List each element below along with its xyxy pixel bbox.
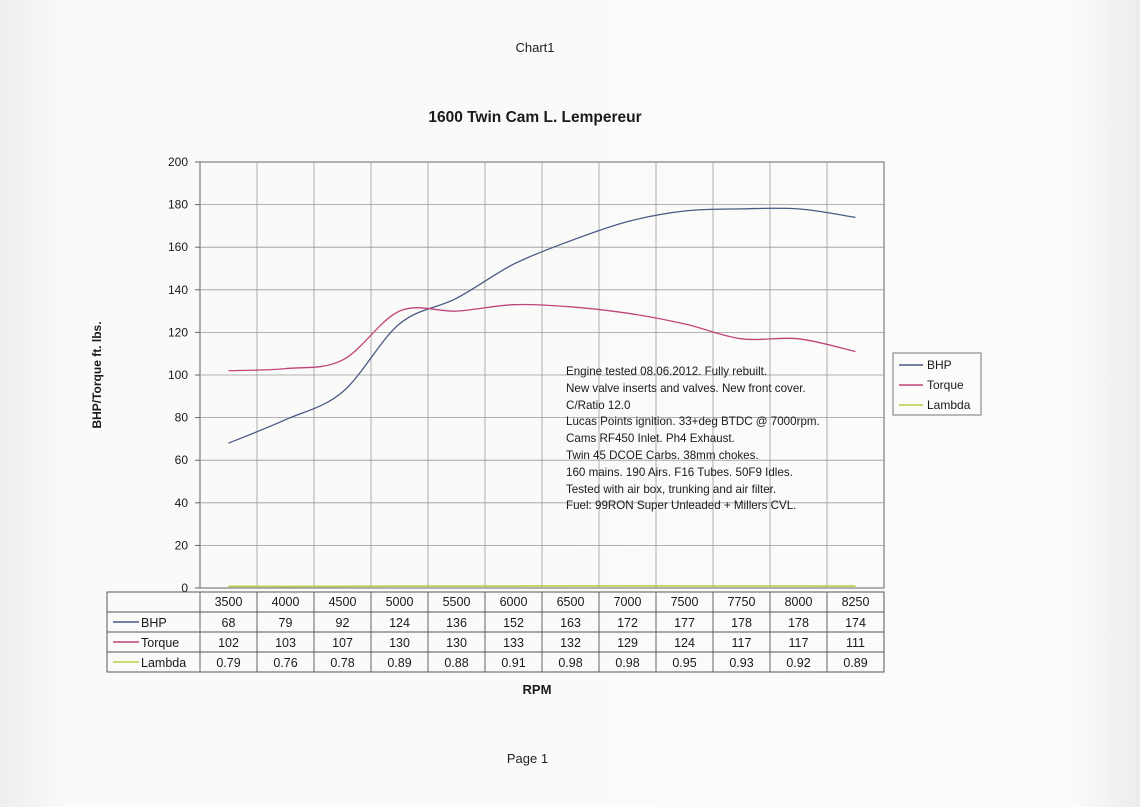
series-line-lambda	[228, 585, 856, 588]
data-table-cell-bhp: 174	[845, 616, 866, 630]
x-tick-label: 7000	[614, 595, 642, 609]
annotation-line: Lucas Points ignition. 33+deg BTDC @ 700…	[566, 415, 820, 429]
data-table-cell-torque: 129	[617, 636, 638, 650]
y-tick-label: 180	[168, 198, 188, 212]
legend-label-bhp: BHP	[927, 358, 952, 372]
data-table-cell-bhp: 172	[617, 616, 638, 630]
data-table-cell-torque: 107	[332, 636, 353, 650]
y-tick-label: 140	[168, 283, 188, 297]
data-table-cell-lambda: 0.89	[387, 656, 411, 670]
data-table-row-label-bhp: BHP	[141, 616, 167, 630]
annotation-line: Cams RF450 Inlet. Ph4 Exhaust.	[566, 432, 735, 446]
data-table-cell-torque: 132	[560, 636, 581, 650]
y-tick-label: 160	[168, 240, 188, 254]
data-table-cell-torque: 124	[674, 636, 695, 650]
x-axis-label: RPM	[523, 682, 552, 697]
y-tick-label: 0	[181, 581, 188, 595]
legend-label-lambda: Lambda	[927, 398, 971, 412]
y-tick-label: 100	[168, 368, 188, 382]
data-table-cell-bhp: 79	[279, 616, 293, 630]
data-table-cell-lambda: 0.92	[786, 656, 810, 670]
series-line-bhp	[228, 207, 856, 444]
data-table-cell-lambda: 0.89	[843, 656, 867, 670]
x-tick-label: 4000	[272, 595, 300, 609]
x-tick-label: 4500	[329, 595, 357, 609]
sheet-title: Chart1	[515, 40, 555, 55]
data-table-cell-torque: 130	[389, 636, 410, 650]
x-tick-label: 6000	[500, 595, 528, 609]
data-table-cell-torque: 102	[218, 636, 239, 650]
data-table-cell-lambda: 0.98	[615, 656, 639, 670]
data-table-cell-torque: 133	[503, 636, 524, 650]
annotation-line: Tested with air box, trunking and air fi…	[566, 482, 777, 496]
y-tick-label: 80	[175, 411, 189, 425]
y-axis-label: BHP/Torque ft. lbs.	[90, 321, 104, 428]
legend-label-torque: Torque	[927, 378, 964, 392]
y-tick-label: 120	[168, 325, 188, 339]
data-table-cell-torque: 103	[275, 636, 296, 650]
chart-annotation: Engine tested 08.06.2012. Fully rebuilt.…	[566, 364, 820, 515]
data-table-cell-torque: 111	[846, 636, 865, 650]
data-table-cell-lambda: 0.95	[672, 656, 696, 670]
annotation-line: Twin 45 DCOE Carbs. 38mm chokes.	[566, 448, 759, 462]
data-table-cell-torque: 130	[446, 636, 467, 650]
page-footer: Page 1	[506, 751, 549, 766]
y-tick-label: 20	[175, 538, 189, 552]
series-line-torque	[228, 303, 856, 372]
data-table-cell-lambda: 0.79	[216, 656, 240, 670]
data-table-cell-bhp: 92	[336, 616, 350, 630]
data-table-cell-bhp: 177	[674, 616, 695, 630]
data-table-cell-lambda: 0.98	[558, 656, 582, 670]
data-table-cell-bhp: 178	[788, 616, 809, 630]
annotation-line: New valve inserts and valves. New front …	[566, 381, 806, 395]
x-tick-label: 5000	[386, 595, 414, 609]
y-tick-label: 40	[175, 496, 189, 510]
x-tick-label: 6500	[557, 595, 585, 609]
data-table-cell-bhp: 124	[389, 616, 410, 630]
data-table-cell-bhp: 178	[731, 616, 752, 630]
data-table-cell-lambda: 0.88	[444, 656, 468, 670]
x-tick-label: 5500	[443, 595, 471, 609]
data-table-cell-lambda: 0.91	[501, 656, 525, 670]
data-table-cell-torque: 117	[789, 636, 809, 650]
x-tick-label: 7750	[728, 595, 756, 609]
annotation-line: Fuel: 99RON Super Unleaded + Millers CVL…	[566, 499, 797, 513]
data-table-cell-bhp: 152	[503, 616, 524, 630]
chart-title: 1600 Twin Cam L. Lempereur	[428, 109, 642, 126]
annotation-line: Engine tested 08.06.2012. Fully rebuilt.	[566, 365, 768, 378]
annotation-line: C/Ratio 12.0	[566, 398, 631, 412]
data-table-cell-bhp: 136	[446, 616, 467, 630]
x-tick-label: 3500	[215, 595, 243, 609]
y-tick-label: 60	[175, 453, 189, 467]
x-tick-label: 7500	[671, 595, 699, 609]
data-table-cell-bhp: 163	[560, 616, 581, 630]
annotation-line: 160 mains. 190 Airs. F16 Tubes. 50F9 Idl…	[566, 465, 793, 479]
data-table-row-label-lambda: Lambda	[141, 656, 186, 670]
data-table-cell-lambda: 0.76	[273, 656, 297, 670]
data-table-cell-bhp: 68	[222, 616, 236, 630]
x-tick-label: 8000	[785, 595, 813, 609]
data-table-cell-lambda: 0.78	[330, 656, 354, 670]
y-tick-label: 200	[168, 155, 188, 169]
data-table-cell-lambda: 0.93	[729, 656, 753, 670]
data-table-cell-torque: 117	[732, 636, 752, 650]
x-tick-label: 8250	[842, 595, 870, 609]
data-table-row-label-torque: Torque	[141, 636, 179, 650]
